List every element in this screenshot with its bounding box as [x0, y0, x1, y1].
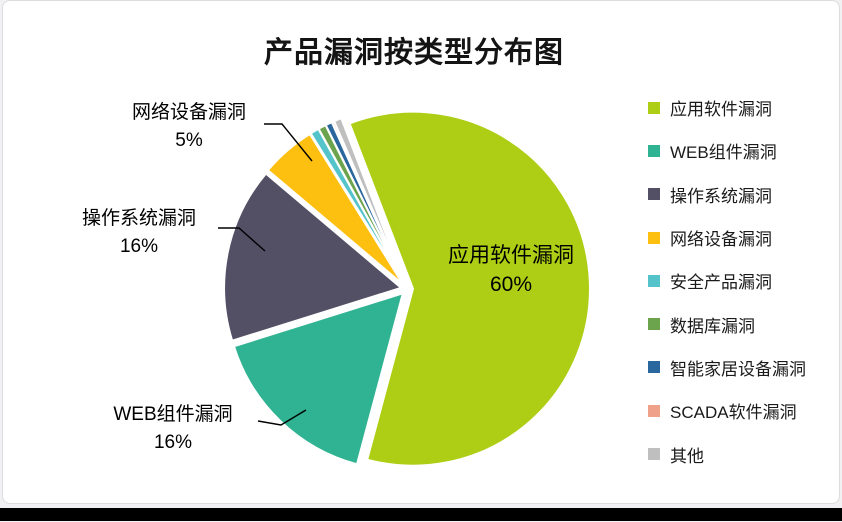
- pie-slice-8: [333, 117, 406, 285]
- legend-label: 其他: [670, 446, 704, 466]
- pie-label-callout-2: WEB组件漏洞 16%: [83, 401, 263, 457]
- bottom-bar: [0, 508, 842, 521]
- callout-name: 操作系统漏洞: [81, 208, 196, 229]
- legend-swatch-icon: [648, 144, 660, 157]
- legend-swatch-icon: [648, 361, 660, 374]
- leader-line-0: [264, 123, 313, 162]
- chart-card: 产品漏洞按类型分布图 应用软件漏洞 60% 应用软件漏洞 WEB组件漏洞 操作系统漏…: [2, 0, 840, 504]
- legend-swatch-icon: [648, 274, 660, 287]
- leader-line-1: [218, 227, 266, 252]
- callout-percent: 5%: [175, 130, 203, 151]
- legend-item-2: 操作系统漏洞: [648, 173, 842, 216]
- callout-percent: 16%: [119, 236, 159, 257]
- legend-swatch-icon: [648, 101, 660, 114]
- legend-item-5: 数据库漏洞: [648, 302, 842, 345]
- legend-label: WEB组件漏洞: [670, 143, 777, 163]
- leader-line-2: [257, 409, 307, 426]
- legend-label: 安全产品漏洞: [670, 273, 772, 293]
- pie-label-callout-0: 网络设备漏洞 5%: [99, 99, 279, 155]
- callout-percent: 16%: [153, 432, 193, 453]
- callout-name: WEB组件漏洞: [113, 404, 233, 425]
- pie-slice-1: [232, 292, 404, 466]
- legend-swatch-icon: [648, 404, 660, 417]
- chart-title: 产品漏洞按类型分布图: [263, 37, 564, 69]
- legend-swatch-icon: [648, 318, 660, 331]
- callout-name: 网络设备漏洞: [131, 102, 246, 123]
- legend-label: SCADA软件漏洞: [670, 403, 797, 423]
- pie-label-callout-1: 操作系统漏洞 16%: [49, 205, 229, 261]
- legend-item-1: WEB组件漏洞: [648, 129, 842, 172]
- pie-slice-0: [348, 110, 591, 467]
- legend-swatch-icon: [648, 448, 660, 461]
- legend-item-4: 安全产品漏洞: [648, 259, 842, 302]
- legend-swatch-icon: [648, 188, 660, 201]
- legend-swatch-icon: [648, 231, 660, 244]
- legend-item-3: 网络设备漏洞: [648, 216, 842, 259]
- pie-label-inside-percent: 60%: [489, 273, 533, 296]
- legend-label: 数据库漏洞: [670, 316, 755, 336]
- legend-label: 网络设备漏洞: [670, 230, 772, 250]
- pie-chart-svg: [218, 110, 591, 467]
- pie-slice-2: [223, 172, 403, 342]
- pie-label-inside: 应用软件漏洞 60%: [411, 241, 611, 299]
- legend-item-8: 其他: [648, 432, 842, 475]
- pie-label-inside-name: 应用软件漏洞: [448, 244, 574, 267]
- legend: 应用软件漏洞 WEB组件漏洞 操作系统漏洞 网络设备漏洞 安全产品漏洞 数据库漏洞智能家居…: [648, 86, 842, 476]
- legend-label: 应用软件漏洞: [670, 100, 772, 120]
- legend-label: 操作系统漏洞: [670, 186, 772, 206]
- legend-item-0: 应用软件漏洞: [648, 86, 842, 129]
- pie-slice-3: [266, 133, 405, 286]
- legend-label: 智能家居设备漏洞: [670, 359, 806, 379]
- legend-item-7: SCADA软件漏洞: [648, 389, 842, 432]
- legend-item-6: 智能家居设备漏洞: [648, 346, 842, 389]
